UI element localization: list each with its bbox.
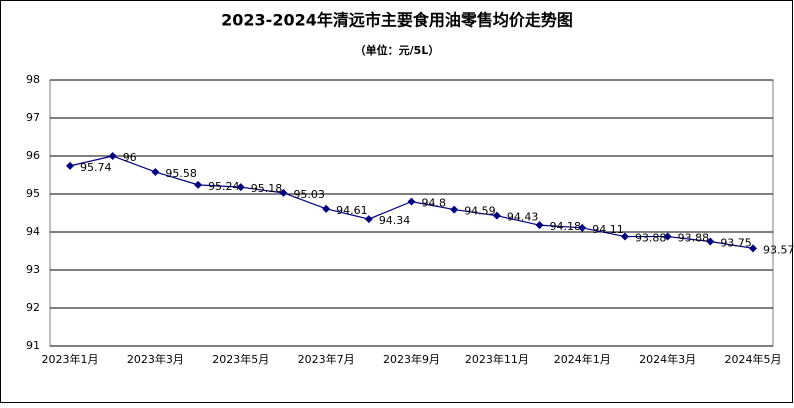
data-label: 96	[123, 151, 137, 164]
marker	[578, 223, 587, 232]
data-label: 94.8	[422, 197, 447, 210]
marker	[492, 211, 501, 220]
marker	[706, 237, 715, 246]
marker	[450, 205, 459, 214]
data-label: 95.58	[165, 167, 197, 180]
marker	[322, 204, 331, 213]
y-tick-label: 92	[26, 301, 40, 314]
data-label: 93.57	[763, 243, 794, 256]
y-tick-label: 95	[26, 187, 40, 200]
x-tick-label: 2024年3月	[639, 352, 696, 366]
data-label: 95.03	[293, 188, 325, 201]
data-label: 93.88	[635, 232, 667, 245]
marker	[236, 183, 245, 192]
y-tick-label: 96	[26, 149, 40, 162]
y-tick-label: 94	[26, 225, 40, 238]
marker	[108, 152, 117, 160]
y-tick-label: 91	[26, 339, 40, 352]
data-label: 95.18	[251, 182, 283, 195]
x-tick-label: 2023年3月	[127, 352, 184, 366]
x-tick-label: 2023年5月	[212, 352, 269, 366]
marker	[407, 197, 416, 206]
marker	[620, 232, 629, 241]
chart-subtitle: （单位：元/5L）	[355, 43, 440, 57]
data-label: 93.88	[678, 232, 710, 245]
x-tick-label: 2024年5月	[725, 352, 782, 366]
data-label: 95.74	[80, 161, 112, 174]
data-label: 94.11	[592, 223, 624, 236]
marker	[749, 244, 757, 253]
marker	[364, 215, 373, 224]
data-label: 94.43	[507, 211, 539, 224]
marker	[194, 180, 203, 189]
chart-title: 2023-2024年清远市主要食用油零售均价走势图	[221, 11, 573, 30]
data-label: 94.59	[464, 205, 496, 218]
data-label: 94.34	[379, 214, 411, 227]
x-tick-label: 2024年1月	[554, 352, 611, 366]
x-tick-label: 2023年1月	[42, 352, 99, 366]
marker	[663, 232, 672, 241]
marker	[279, 188, 288, 197]
marker	[66, 161, 74, 170]
y-tick-label: 98	[26, 73, 40, 86]
plot-area	[49, 79, 774, 347]
x-tick-label: 2023年9月	[383, 352, 440, 366]
x-tick-label: 2023年7月	[298, 352, 355, 366]
data-label: 94.61	[336, 204, 368, 217]
data-label: 93.75	[720, 237, 752, 250]
data-label: 94.18	[550, 220, 582, 233]
x-tick-label: 2023年11月	[465, 352, 529, 366]
marker	[535, 221, 544, 230]
y-tick-label: 93	[26, 263, 40, 276]
marker	[151, 167, 160, 176]
data-label: 95.24	[208, 180, 240, 193]
y-tick-label: 97	[26, 111, 40, 124]
